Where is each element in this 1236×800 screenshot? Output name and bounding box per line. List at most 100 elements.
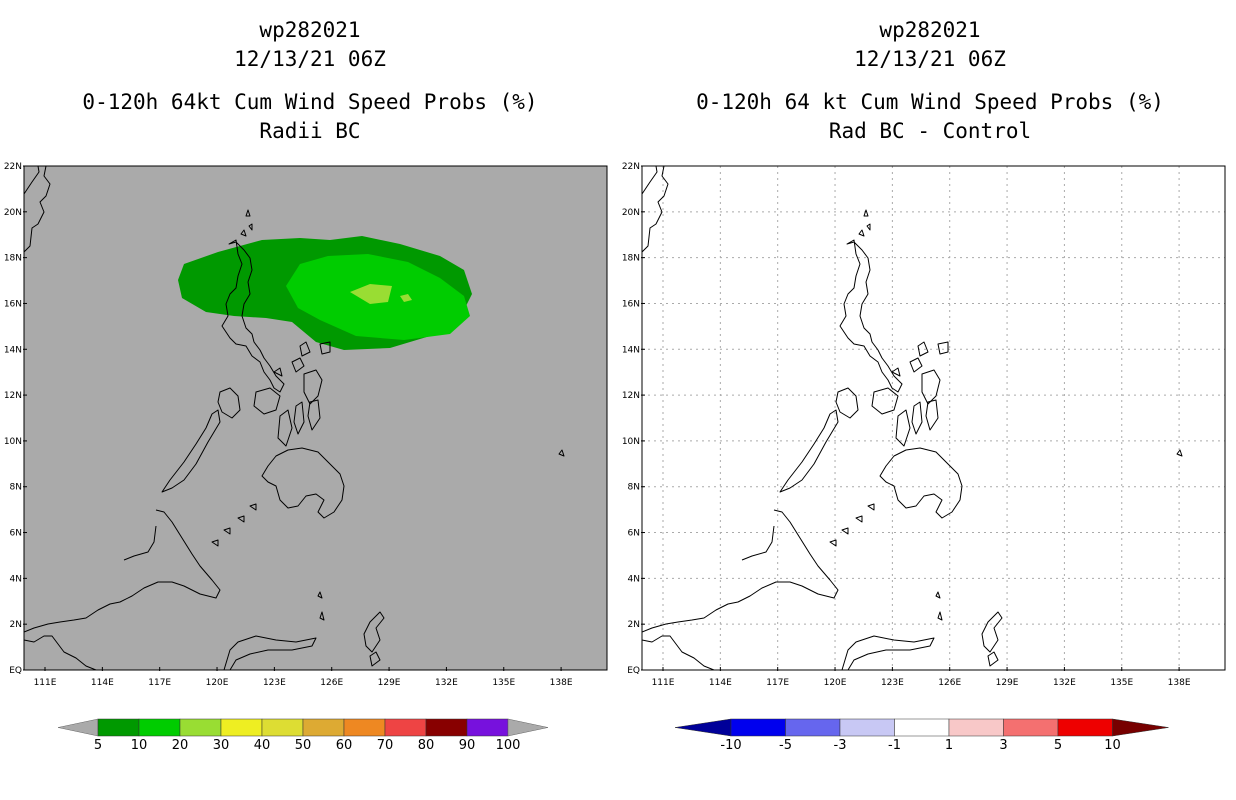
colorbar-label: -10 xyxy=(720,738,741,753)
colorbar-label: 1 xyxy=(945,738,953,753)
colorbar-swatch xyxy=(948,718,1004,737)
prob-contour-20b xyxy=(400,294,412,302)
lon-tick-label: 123E xyxy=(263,678,286,688)
right-map xyxy=(641,165,1226,671)
colorbar-label: 5 xyxy=(1054,738,1062,753)
colorbar-label: 5 xyxy=(94,738,102,753)
lat-tick-label: 10N xyxy=(622,437,640,447)
colorbar-left-arrow xyxy=(57,718,99,737)
lon-tick-label: 120E xyxy=(206,678,229,688)
right-map-background xyxy=(642,166,1225,670)
colorbar-swatch xyxy=(343,718,386,737)
lon-tick-label: 129E xyxy=(996,678,1019,688)
colorbar-swatch xyxy=(384,718,427,737)
lat-tick-label: 18N xyxy=(622,254,640,264)
colorbar-swatch xyxy=(730,718,786,737)
lon-tick-label: 126E xyxy=(938,678,961,688)
colorbar-swatch xyxy=(261,718,304,737)
right-variant: Rad BC - Control xyxy=(828,119,1032,143)
lat-tick-label: 14N xyxy=(4,345,22,355)
lat-tick-label: 20N xyxy=(4,208,22,218)
lat-tick-label: 20N xyxy=(622,208,640,218)
colorbar-swatch xyxy=(302,718,345,737)
lon-tick-label: 123E xyxy=(881,678,904,688)
lat-tick-label: 10N xyxy=(4,437,22,447)
left-axis-labels: EQ 2N 4N 6N 8N 10N 12N 14N 16N 18N 20N 22N 111E 114E 1… xyxy=(4,162,573,688)
colorbar-label: 80 xyxy=(418,738,435,753)
left-variant: Radii BC xyxy=(259,119,361,143)
lon-tick-label: 126E xyxy=(320,678,343,688)
lon-tick-label: 117E xyxy=(148,678,171,688)
right-storm-id: wp282021 xyxy=(879,18,981,42)
right-map-frame xyxy=(641,165,1226,671)
lon-tick-label: 129E xyxy=(378,678,401,688)
left-storm-id: wp282021 xyxy=(259,18,361,42)
colorbar-label: 90 xyxy=(459,738,476,753)
left-map xyxy=(23,165,608,671)
colorbar-label: -1 xyxy=(888,738,901,753)
left-product: 0-120h 64kt Cum Wind Speed Probs (%) xyxy=(82,90,538,114)
lon-tick-label: 135E xyxy=(492,678,515,688)
lon-tick-label: 135E xyxy=(1110,678,1133,688)
lat-tick-label: 16N xyxy=(4,299,22,309)
right-panel-title: wp282021 12/13/21 06Z 0-120h 64 kt Cum W… xyxy=(630,16,1230,146)
lon-tick-label: 138E xyxy=(1168,678,1191,688)
lat-tick-label: 8N xyxy=(628,483,640,493)
lat-tick-label: 6N xyxy=(628,529,640,539)
colorbar-swatch xyxy=(466,718,509,737)
lon-tick-label: 117E xyxy=(766,678,789,688)
left-map-frame xyxy=(23,165,608,671)
colorbar-label: 60 xyxy=(336,738,353,753)
colorbar-label: 30 xyxy=(213,738,230,753)
colorbar-label: 40 xyxy=(254,738,271,753)
lat-tick-label: 6N xyxy=(10,529,22,539)
colorbar-right-arrow xyxy=(507,718,549,737)
colorbar-swatch xyxy=(97,718,140,737)
colorbar-label: 50 xyxy=(295,738,312,753)
colorbar-label: 100 xyxy=(496,738,521,753)
colorbar-swatch xyxy=(138,718,181,737)
colorbar-label: 10 xyxy=(1104,738,1121,753)
right-axis-labels: EQ 2N 4N 6N 8N 10N 12N 14N 16N 18N 20N 22N 111E 114E 1… xyxy=(622,162,1191,688)
colorbar-swatch xyxy=(220,718,263,737)
colorbar-swatch xyxy=(839,718,895,737)
lon-tick-label: 120E xyxy=(824,678,847,688)
colorbar-label: 70 xyxy=(377,738,394,753)
lon-tick-label: 111E xyxy=(34,678,57,688)
colorbar-swatch xyxy=(785,718,841,737)
left-colorbar: 5 10 20 30 40 50 60 70 80 90 100 xyxy=(57,718,549,753)
colorbar-swatch xyxy=(1057,718,1113,737)
lon-tick-label: 138E xyxy=(550,678,573,688)
colorbar-swatch xyxy=(1003,718,1059,737)
lon-tick-label: 132E xyxy=(1053,678,1076,688)
right-product: 0-120h 64 kt Cum Wind Speed Probs (%) xyxy=(696,90,1164,114)
lat-tick-label: EQ xyxy=(9,666,22,676)
lat-tick-label: 8N xyxy=(10,483,22,493)
lat-tick-label: 4N xyxy=(628,574,640,584)
colorbar-label: 3 xyxy=(999,738,1007,753)
colorbar-high-arrow xyxy=(1112,718,1169,737)
lat-tick-label: 12N xyxy=(4,391,22,401)
lat-tick-label: EQ xyxy=(627,666,640,676)
colorbar-label: -3 xyxy=(834,738,847,753)
lat-tick-label: 16N xyxy=(622,299,640,309)
lat-tick-label: 12N xyxy=(622,391,640,401)
right-gridlines xyxy=(642,166,1225,670)
left-panel-title: wp282021 12/13/21 06Z 0-120h 64kt Cum Wi… xyxy=(10,16,610,146)
lat-tick-label: 22N xyxy=(4,162,22,172)
lon-tick-label: 132E xyxy=(435,678,458,688)
lat-tick-label: 14N xyxy=(622,345,640,355)
colorbar-label: -5 xyxy=(779,738,792,753)
right-colorbar: -10 -5 -3 -1 1 3 5 10 xyxy=(674,718,1169,753)
lat-tick-label: 4N xyxy=(10,574,22,584)
colorbar-swatch xyxy=(894,718,950,737)
lat-tick-label: 22N xyxy=(622,162,640,172)
lon-tick-label: 111E xyxy=(652,678,675,688)
colorbar-low-arrow xyxy=(674,718,732,737)
lat-tick-label: 18N xyxy=(4,254,22,264)
colorbar-label: 10 xyxy=(131,738,148,753)
left-datetime: 12/13/21 06Z xyxy=(234,47,386,71)
lat-tick-label: 2N xyxy=(628,620,640,630)
right-datetime: 12/13/21 06Z xyxy=(854,47,1006,71)
lat-tick-label: 2N xyxy=(10,620,22,630)
